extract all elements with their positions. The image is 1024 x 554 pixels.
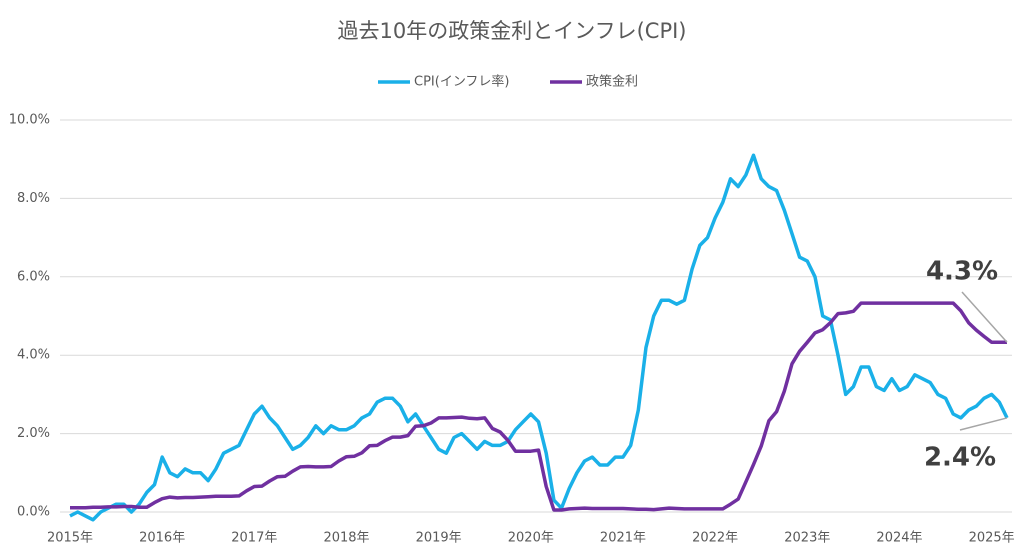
data-line <box>70 301 1007 512</box>
y-tick-label: 10.0% <box>9 113 50 128</box>
chart-title: 過去10年の政策金利とインフレ(CPI) <box>338 19 687 43</box>
annotation: 2.4% <box>924 443 996 473</box>
x-tick-label: 2016年 <box>139 531 185 546</box>
legend-label: CPI(インフレ率) <box>414 74 510 90</box>
x-tick-label: 2017年 <box>231 531 277 546</box>
annotation-leader <box>961 291 1008 343</box>
x-tick-label: 2015年 <box>47 531 93 546</box>
data-line <box>69 153 1009 522</box>
legend-label: 政策金利 <box>586 74 638 90</box>
annotation-leader <box>959 417 1008 431</box>
annotation: 4.3% <box>926 257 998 287</box>
y-tick-label: 6.0% <box>17 269 50 284</box>
x-tick-label: 2021年 <box>600 531 646 546</box>
x-tick-label: 2022年 <box>692 531 738 546</box>
x-tick-label: 2023年 <box>784 531 830 546</box>
y-tick-label: 8.0% <box>17 191 50 206</box>
y-tick-label: 4.0% <box>17 348 50 363</box>
x-tick-label: 2020年 <box>508 531 554 546</box>
y-tick-label: 0.0% <box>17 505 50 520</box>
x-tick-label: 2018年 <box>323 531 369 546</box>
x-tick-label: 2025年 <box>969 531 1015 546</box>
x-tick-label: 2019年 <box>416 531 462 546</box>
x-tick-label: 2024年 <box>876 531 922 546</box>
y-tick-label: 2.0% <box>17 426 50 441</box>
